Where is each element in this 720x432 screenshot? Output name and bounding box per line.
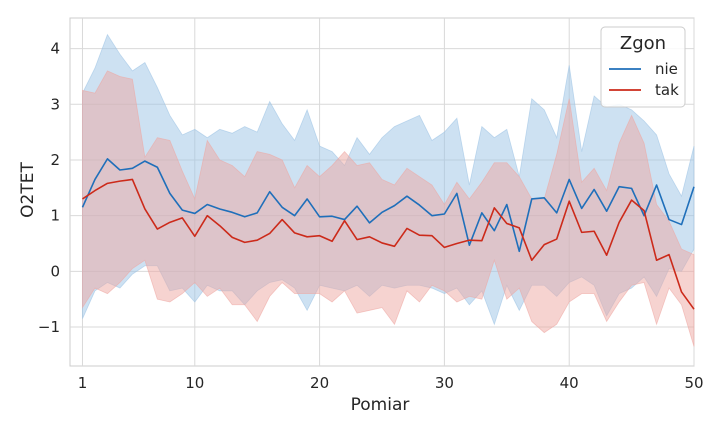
y-tick-label: 0 — [50, 262, 60, 280]
x-axis-ticks: 1 10 20 30 40 50 — [78, 374, 704, 392]
x-tick-label: 50 — [684, 374, 703, 392]
y-axis-ticks: −1 0 1 2 3 4 — [38, 40, 60, 336]
y-axis-label: O2TET — [18, 162, 38, 218]
series-lines — [81, 158, 695, 310]
x-axis-label: Pomiar — [351, 395, 410, 415]
series-line-nie — [81, 158, 695, 253]
legend: Zgon nie tak — [600, 26, 686, 108]
legend-label-tak: tak — [655, 81, 679, 99]
y-tick-label: 4 — [50, 40, 60, 58]
legend-label-nie: nie — [655, 60, 678, 78]
y-tick-label: 2 — [50, 151, 60, 169]
series-line-tak — [82, 178, 695, 310]
y-tick-label: 1 — [50, 207, 60, 225]
x-tick-label: 20 — [310, 374, 329, 392]
legend-box — [600, 26, 686, 108]
legend-title: Zgon — [620, 33, 666, 54]
y-tick-label: −1 — [38, 318, 60, 336]
x-tick-label: 1 — [78, 374, 88, 392]
x-tick-label: 40 — [560, 374, 579, 392]
y-tick-label: 3 — [50, 95, 60, 113]
x-tick-label: 10 — [185, 374, 204, 392]
x-tick-label: 30 — [435, 374, 454, 392]
